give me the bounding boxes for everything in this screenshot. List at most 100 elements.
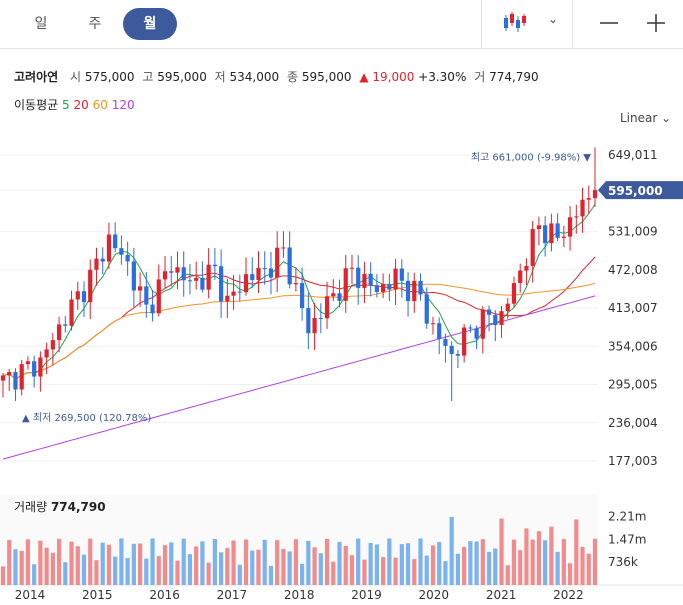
candle-body bbox=[194, 277, 199, 281]
candle-body bbox=[543, 225, 548, 244]
candle-body bbox=[44, 349, 49, 358]
candle-body bbox=[19, 364, 24, 390]
volume-bar bbox=[449, 517, 454, 585]
candle-body bbox=[144, 286, 149, 305]
volume-bar bbox=[324, 538, 330, 585]
plus-icon bbox=[647, 14, 665, 32]
change-value: ▲ 19,000 bbox=[359, 70, 415, 84]
high-label: 고 bbox=[142, 70, 154, 84]
year-tick-label: 2014 bbox=[15, 588, 46, 602]
ma-20-label: 20 bbox=[73, 98, 89, 112]
max-annotation: 최고 661,000 (-9.98%) ▼ bbox=[471, 151, 591, 163]
candle-body bbox=[293, 283, 298, 285]
candle-body bbox=[268, 268, 274, 278]
candle-body bbox=[200, 277, 205, 290]
low-label: 저 bbox=[214, 70, 226, 84]
zoom-out-button[interactable] bbox=[594, 10, 624, 38]
volume-bar bbox=[169, 542, 174, 585]
volume-bar bbox=[175, 560, 180, 585]
candle-body bbox=[113, 234, 118, 249]
candle-body bbox=[349, 267, 355, 269]
chevron-down-icon: ⌄ bbox=[548, 12, 559, 26]
volume-bar bbox=[131, 543, 136, 585]
price-tick-label: 472,008 bbox=[608, 263, 658, 277]
volume-bar bbox=[219, 552, 224, 585]
volume-bar bbox=[212, 538, 217, 585]
volume-bar bbox=[480, 539, 485, 585]
volume-bar bbox=[231, 540, 236, 585]
scale-selector[interactable]: Linear ⌄ bbox=[620, 111, 671, 125]
candle-body bbox=[7, 372, 12, 376]
year-tick-label: 2015 bbox=[82, 588, 113, 602]
candle-body bbox=[511, 283, 517, 304]
volume-bar bbox=[144, 558, 149, 585]
candle-body bbox=[449, 345, 454, 355]
candle-body bbox=[474, 328, 479, 339]
volume-bar bbox=[511, 539, 517, 585]
candle-body bbox=[131, 261, 136, 291]
volume-bar bbox=[7, 539, 12, 585]
candle-body bbox=[63, 324, 68, 326]
volume-title: 거래량 774,790 bbox=[14, 500, 106, 514]
candle-body bbox=[81, 291, 87, 303]
volume-bar bbox=[555, 551, 560, 585]
candle-body bbox=[106, 234, 112, 262]
year-tick-label: 2020 bbox=[419, 588, 450, 602]
candle-body bbox=[505, 303, 510, 312]
price-tick-label: 177,003 bbox=[608, 454, 658, 468]
ma-60-line bbox=[2, 282, 596, 380]
candle-body bbox=[430, 323, 436, 325]
ma-5-label: 5 bbox=[62, 98, 70, 112]
candle-body bbox=[231, 291, 236, 296]
candle-body bbox=[0, 375, 6, 381]
volume-bar bbox=[25, 539, 31, 585]
volume-bar bbox=[418, 538, 423, 585]
price-tick-label: 236,004 bbox=[608, 416, 658, 430]
candle-body bbox=[156, 279, 161, 314]
candle-body bbox=[374, 285, 379, 293]
candle-body bbox=[94, 258, 99, 270]
candle-body bbox=[580, 199, 585, 217]
volume-bar bbox=[281, 548, 286, 585]
year-tick-label: 2016 bbox=[149, 588, 180, 602]
candle-body bbox=[574, 216, 579, 218]
tab-weekly[interactable]: 주 bbox=[88, 16, 102, 32]
candle-body bbox=[555, 223, 560, 238]
volume-bar bbox=[580, 546, 585, 585]
candle-body bbox=[219, 266, 224, 302]
zoom-in-button[interactable] bbox=[641, 10, 671, 38]
candle-body bbox=[424, 294, 429, 324]
volume-bar bbox=[561, 539, 566, 585]
volume-bar bbox=[162, 545, 168, 585]
volume-bar bbox=[405, 543, 411, 585]
current-price-label: 595,000 bbox=[608, 184, 663, 198]
volume-bar bbox=[349, 555, 355, 585]
ma-120-label: 120 bbox=[111, 98, 135, 112]
candle-body bbox=[256, 267, 261, 280]
volume-bar bbox=[268, 565, 274, 585]
current-price-badge bbox=[598, 181, 683, 200]
tab-daily[interactable]: 일 bbox=[34, 16, 48, 32]
volume-bar bbox=[312, 547, 317, 585]
min-annotation: ▲ 최저 269,500 (120.78%) bbox=[22, 412, 151, 424]
chart-type-selector[interactable]: ⌄ bbox=[481, 0, 573, 48]
candle-body bbox=[530, 229, 535, 266]
volume-bar bbox=[399, 544, 404, 585]
price-tick-label: 531,009 bbox=[608, 225, 658, 239]
volume-bar bbox=[0, 566, 6, 585]
candle-body bbox=[561, 236, 566, 238]
candle-body bbox=[262, 267, 267, 269]
tab-monthly[interactable]: 월 bbox=[123, 8, 177, 40]
candle-body bbox=[524, 265, 529, 271]
price-tick-label: 354,006 bbox=[608, 339, 658, 353]
candle-body bbox=[455, 354, 461, 356]
volume-bar bbox=[524, 528, 529, 585]
candle-body bbox=[275, 247, 280, 278]
candle-body bbox=[318, 317, 323, 319]
price-tick-label: 649,011 bbox=[608, 148, 658, 162]
volume-bar bbox=[287, 551, 292, 585]
volume-bar bbox=[200, 541, 205, 585]
candle-body bbox=[69, 299, 74, 326]
volume-bar bbox=[125, 558, 130, 585]
